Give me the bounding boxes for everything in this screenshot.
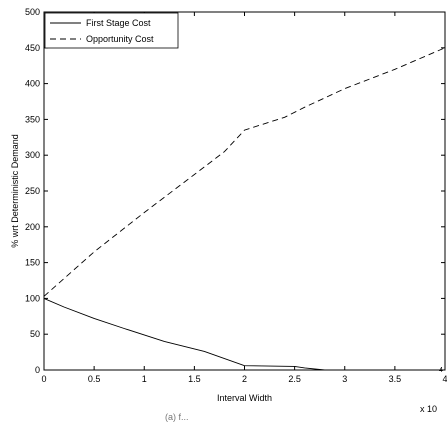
y-tick-label: 300 bbox=[25, 150, 40, 160]
legend: First Stage Cost Opportunity Cost bbox=[44, 12, 179, 49]
legend-label: First Stage Cost bbox=[86, 18, 151, 28]
y-tick-label: 100 bbox=[25, 293, 40, 303]
y-tick-label: 350 bbox=[25, 114, 40, 124]
y-tick-label: 200 bbox=[25, 222, 40, 232]
series-line-first-stage-cost bbox=[43, 297, 445, 371]
legend-label: Opportunity Cost bbox=[86, 34, 154, 44]
plot-frame bbox=[43, 11, 446, 371]
y-tick-label: 250 bbox=[25, 186, 40, 196]
x-tick-label: 2.5 bbox=[288, 374, 301, 384]
x-tick-label: 1 bbox=[142, 374, 147, 384]
series-line-opportunity-cost bbox=[43, 47, 446, 297]
x-tick-label: 2 bbox=[242, 374, 247, 384]
x-tick-label: 0.5 bbox=[88, 374, 101, 384]
x-tick-label: 4 bbox=[442, 374, 447, 384]
y-tick-label: 500 bbox=[25, 7, 40, 17]
y-tick-label: 450 bbox=[25, 43, 40, 53]
x-tick-label: 3.5 bbox=[389, 374, 402, 384]
x-tick-label: 1.5 bbox=[188, 374, 201, 384]
legend-box bbox=[44, 12, 179, 49]
y-tick-label: 150 bbox=[25, 258, 40, 268]
x-axis-label: Interval Width bbox=[217, 393, 272, 403]
y-axis-label: % wrt Deterministic Demand bbox=[10, 134, 20, 248]
axis-ticks: 0 0.5 1 1.5 2 2.5 3 3.5 4 0 50 100 150 200 250 300 350 40… bbox=[25, 7, 447, 384]
x-axis-exponent: 4 bbox=[439, 367, 443, 374]
series-lines bbox=[43, 47, 446, 371]
x-tick-label: 3 bbox=[342, 374, 347, 384]
x-tick-label: 0 bbox=[41, 374, 46, 384]
figure-caption: (a) f... bbox=[165, 412, 189, 422]
y-tick-label: 50 bbox=[30, 329, 40, 339]
y-tick-label: 400 bbox=[25, 79, 40, 89]
x-axis-multiplier: x 10 bbox=[420, 404, 437, 414]
plot-axes bbox=[43, 11, 446, 371]
y-tick-label: 0 bbox=[35, 365, 40, 375]
